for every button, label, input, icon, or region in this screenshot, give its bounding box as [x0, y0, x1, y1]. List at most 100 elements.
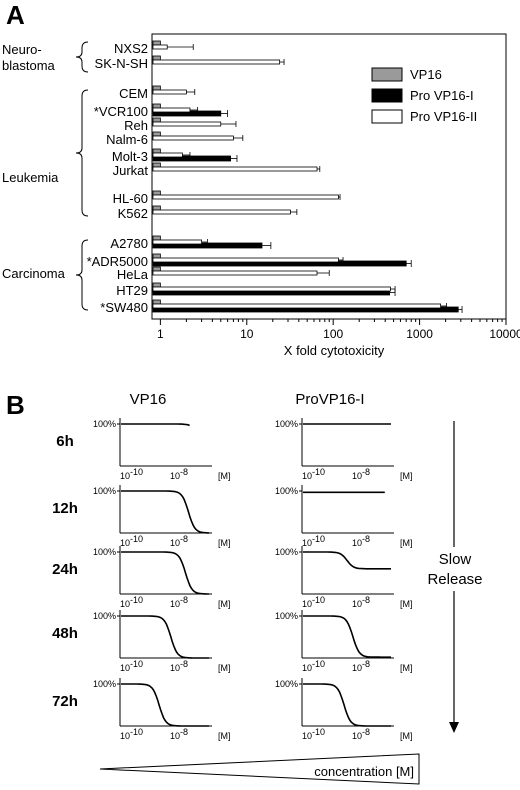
- bar-pro-vp16-ii: [152, 166, 318, 172]
- legend-label-pro-vp16-i: Pro VP16-I: [410, 88, 474, 103]
- x-unit-label: [M]: [400, 471, 413, 481]
- slow-release-arrowhead: [449, 722, 459, 733]
- group-brace: [75, 41, 89, 73]
- category-label: A2780: [110, 236, 148, 251]
- x-tick-exp-right: -8: [180, 534, 188, 544]
- y-tick-label: 100%: [93, 547, 116, 557]
- bar-vp16: [152, 205, 161, 211]
- x-unit-label: [M]: [218, 471, 231, 481]
- bar-pro-vp16-ii: [152, 194, 339, 200]
- x-tick-label: 10: [240, 327, 254, 341]
- bar-vp16: [152, 148, 161, 154]
- dose-response-curve: [121, 683, 209, 727]
- x-tick-label-left: 10: [120, 471, 130, 481]
- x-tick-exp-left: -10: [130, 534, 143, 544]
- category-label: Reh: [124, 118, 148, 133]
- y-tick-label: 100%: [275, 419, 298, 429]
- bar-pro-vp16-ii: [152, 59, 281, 65]
- x-tick-label-right: 10: [170, 663, 180, 673]
- x-tick-exp-right: -8: [180, 727, 188, 737]
- x-axis-label: X fold cytotoxicity: [284, 343, 385, 358]
- bar-pro-vp16-ii: [152, 303, 441, 309]
- x-tick-label-right: 10: [352, 731, 362, 741]
- bar-vp16: [152, 266, 161, 272]
- x-unit-label: [M]: [400, 599, 413, 609]
- bar-vp16: [152, 85, 161, 91]
- category-label: Molt-3: [112, 149, 148, 164]
- bar-vp16: [152, 55, 161, 61]
- category-label: NXS2: [114, 41, 148, 56]
- group-label-neuro-1: Neuro-: [2, 42, 42, 57]
- x-tick-label-right: 10: [352, 538, 362, 548]
- x-tick-exp-left: -10: [130, 727, 143, 737]
- legend-label-vp16: VP16: [410, 67, 442, 82]
- y-tick-label: 100%: [275, 679, 298, 689]
- bar-pro-vp16-ii: [152, 286, 391, 292]
- x-tick-label-right: 10: [170, 599, 180, 609]
- bar-vp16: [152, 103, 161, 109]
- x-tick-label-left: 10: [302, 538, 312, 548]
- category-label: CEM: [119, 86, 148, 101]
- x-tick-label-left: 10: [302, 599, 312, 609]
- y-tick-label: 100%: [93, 611, 116, 621]
- panel-letter-a: A: [6, 0, 25, 30]
- x-tick-exp-right: -8: [362, 727, 370, 737]
- category-label: HL-60: [113, 191, 148, 206]
- y-tick-label: 100%: [93, 486, 116, 496]
- dose-response-curve: [303, 615, 391, 659]
- x-tick-label-right: 10: [352, 663, 362, 673]
- y-tick-label: 100%: [275, 611, 298, 621]
- bar-pro-vp16-ii: [152, 135, 234, 141]
- x-unit-label: [M]: [218, 663, 231, 673]
- time-label: 6h: [56, 433, 74, 450]
- category-label: *ADR5000: [87, 254, 148, 269]
- plot-frame: [151, 33, 507, 320]
- y-tick-label: 100%: [93, 679, 116, 689]
- x-tick-label-left: 10: [120, 663, 130, 673]
- slow-release-label-1: Slow: [439, 551, 472, 568]
- slow-release-label-2: Release: [427, 571, 482, 588]
- bar-pro-vp16-ii: [152, 121, 222, 127]
- bar-vp16: [152, 253, 161, 259]
- time-label: 12h: [52, 500, 78, 517]
- x-tick-exp-right: -8: [180, 467, 188, 477]
- x-unit-label: [M]: [400, 663, 413, 673]
- category-label: Nalm-6: [106, 132, 148, 147]
- bar-vp16: [152, 162, 161, 168]
- x-tick-label-left: 10: [120, 599, 130, 609]
- x-tick-exp-left: -10: [312, 727, 325, 737]
- x-tick-label-right: 10: [352, 471, 362, 481]
- bar-pro-vp16-ii: [152, 89, 187, 95]
- group-brace: [75, 89, 89, 217]
- dose-response-curve: [121, 615, 209, 659]
- time-label: 72h: [52, 693, 78, 710]
- x-tick-label: 100: [323, 327, 343, 341]
- category-label: SK-N-SH: [95, 56, 148, 71]
- x-tick-exp-right: -8: [180, 595, 188, 605]
- y-tick-label: 100%: [93, 419, 116, 429]
- y-tick-label: 100%: [275, 547, 298, 557]
- dose-response-curve: [121, 423, 190, 427]
- x-tick-label: 1000: [406, 327, 433, 341]
- category-label: Jurkat: [113, 163, 149, 178]
- x-axis: 1 10 100 1000 10000: [157, 319, 520, 341]
- x-tick-exp-left: -10: [312, 467, 325, 477]
- x-tick-label-right: 10: [170, 538, 180, 548]
- dose-response-curve: [121, 490, 209, 534]
- legend-swatch-vp16: [371, 67, 403, 82]
- x-tick-exp-left: -10: [130, 659, 143, 669]
- x-tick-exp-left: -10: [312, 595, 325, 605]
- title-vp16: VP16: [130, 391, 167, 408]
- x-tick-exp-right: -8: [180, 659, 188, 669]
- x-tick-label-left: 10: [302, 471, 312, 481]
- bar-vp16: [152, 117, 161, 123]
- x-tick-label-right: 10: [170, 471, 180, 481]
- time-label: 24h: [52, 561, 78, 578]
- y-tick-label: 100%: [275, 486, 298, 496]
- category-label: HeLa: [117, 267, 149, 282]
- legend-swatch-pro-vp16-i: [371, 88, 403, 103]
- concentration-wedge: [99, 753, 420, 785]
- category-label: K562: [118, 206, 148, 221]
- x-unit-label: [M]: [218, 538, 231, 548]
